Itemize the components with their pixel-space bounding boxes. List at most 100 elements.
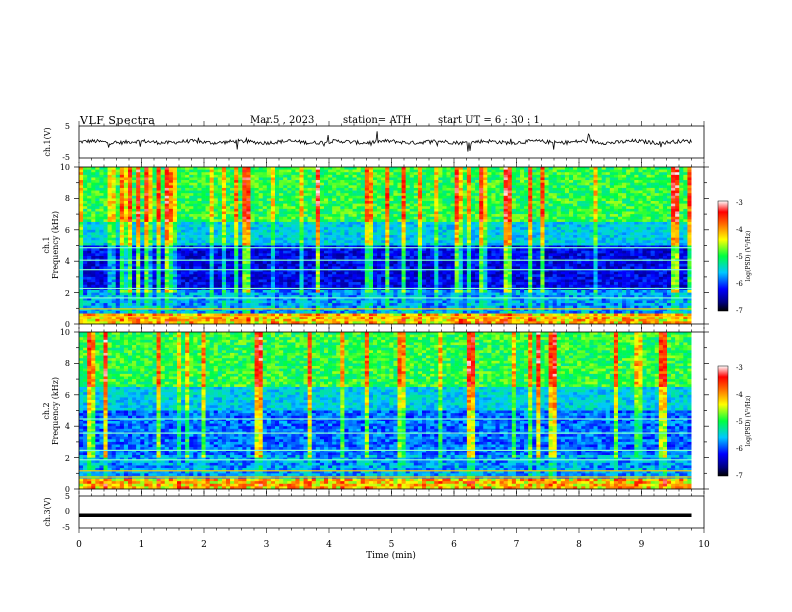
spectrogram-cell	[389, 229, 394, 233]
spectrogram-cell	[209, 229, 215, 233]
spectrogram-cell	[336, 297, 341, 301]
spectrogram-cell	[95, 211, 100, 215]
spectrogram-cell	[79, 276, 84, 280]
spectrogram-cell	[238, 242, 243, 246]
spectrogram-cell	[262, 174, 268, 178]
spectrogram-cell	[103, 303, 108, 306]
spectrogram-cell	[266, 274, 272, 278]
spectrogram-cell	[115, 269, 121, 272]
spectrogram-cell	[103, 198, 108, 202]
spectrogram-cell	[185, 214, 190, 218]
spectrogram-cell	[246, 180, 251, 183]
spectrogram-cell	[111, 227, 117, 231]
spectrogram-cell	[381, 295, 386, 299]
spectrogram-cell	[230, 279, 235, 283]
spectrogram-cell	[360, 274, 366, 278]
spectrogram-cell	[246, 269, 251, 272]
spectrogram-cell	[128, 216, 133, 220]
spectrogram-cell	[242, 242, 247, 246]
spectrogram-cell	[197, 237, 202, 241]
spectrogram-cell	[348, 279, 353, 283]
spectrogram-cell	[164, 206, 170, 210]
spectrogram-cell	[275, 211, 280, 215]
spectrogram-cell	[250, 279, 255, 283]
spectrogram-cell	[262, 185, 268, 189]
spectrogram-cell	[385, 185, 390, 189]
spectrogram-cell	[385, 211, 390, 215]
spectrogram-cell	[377, 219, 382, 223]
spectrogram-cell	[368, 193, 374, 197]
spectrogram-cell	[103, 201, 108, 204]
spectrogram-cell	[352, 276, 357, 280]
spectrogram-cell	[107, 169, 112, 173]
spectrogram-cell	[189, 201, 194, 204]
spectrogram-cell	[295, 182, 300, 186]
ch1-waveform-trace	[79, 131, 692, 152]
spectrogram-cell	[230, 232, 235, 236]
spectrogram-cell	[356, 201, 362, 204]
spectrogram-cell	[164, 292, 170, 296]
spectrogram-cell	[164, 221, 170, 225]
spectrogram-cell	[238, 219, 243, 223]
spectrogram-cell	[348, 203, 353, 207]
spectrogram-cell	[128, 313, 133, 317]
spectrogram-cell	[148, 193, 153, 197]
spectrogram-cell	[242, 219, 247, 223]
spectrogram-cell	[152, 279, 157, 283]
spectrogram-cell	[123, 313, 129, 317]
spectrogram-cell	[201, 245, 206, 249]
spectrogram-cell	[189, 300, 194, 304]
spectrogram-cell	[385, 193, 390, 197]
spectrogram-cell	[156, 318, 161, 322]
spectrogram-cell	[115, 180, 121, 183]
spectrogram-cell	[364, 269, 370, 272]
spectrogram-cell	[226, 240, 231, 244]
spectrogram-cell	[287, 203, 292, 207]
spectrogram-cell	[213, 187, 219, 191]
spectrogram-cell	[226, 300, 231, 304]
spectrogram-cell	[287, 187, 292, 191]
spectrogram-cell	[336, 292, 341, 296]
spectrogram-cell	[99, 237, 104, 241]
spectrogram-cell	[348, 195, 353, 199]
spectrogram-cell	[242, 190, 247, 194]
spectrogram-cell	[79, 279, 84, 283]
spectrogram-cell	[193, 292, 198, 296]
spectrogram-cell	[156, 195, 161, 199]
spectrogram-cell	[258, 206, 264, 210]
spectrogram-cell	[283, 211, 288, 215]
spectrogram-cell	[279, 187, 284, 191]
spectrogram-cell	[279, 216, 284, 220]
spectrogram-cell	[315, 219, 321, 223]
spectrogram-cell	[79, 174, 84, 178]
spectrogram-cell	[385, 201, 390, 204]
spectrogram-cell	[319, 177, 325, 181]
spectrogram-cell	[181, 279, 186, 283]
spectrogram-cell	[226, 193, 231, 197]
spectrogram-cell	[393, 261, 398, 265]
spectrogram-cell	[197, 316, 202, 320]
spectrogram-cell	[193, 221, 198, 225]
spectrogram-cell	[364, 308, 370, 312]
spectrogram-cell	[275, 295, 280, 299]
spectrogram-cell	[258, 203, 264, 207]
spectrogram-cell	[348, 235, 353, 238]
spectrogram-cell	[107, 193, 112, 197]
spectrogram-cell	[87, 169, 92, 173]
spectrogram-cell	[287, 195, 292, 199]
spectrogram-cell	[242, 297, 247, 301]
spectrogram-cell	[152, 276, 157, 280]
spectrogram-cell	[356, 216, 362, 220]
spectrogram-cell	[324, 295, 329, 299]
spectrogram-cell	[381, 316, 386, 320]
spectrogram-cell	[181, 180, 186, 183]
spectrogram-cell	[324, 185, 329, 189]
spectrogram-cell	[136, 269, 141, 272]
spectrogram-cell	[328, 282, 333, 286]
spectrogram-cell	[409, 313, 415, 317]
spectrogram-cell	[348, 229, 353, 233]
spectrogram-cell	[177, 174, 182, 178]
spectrogram-cell	[401, 193, 406, 197]
spectrogram-cell	[185, 206, 190, 210]
spectrogram-cell	[177, 284, 182, 288]
